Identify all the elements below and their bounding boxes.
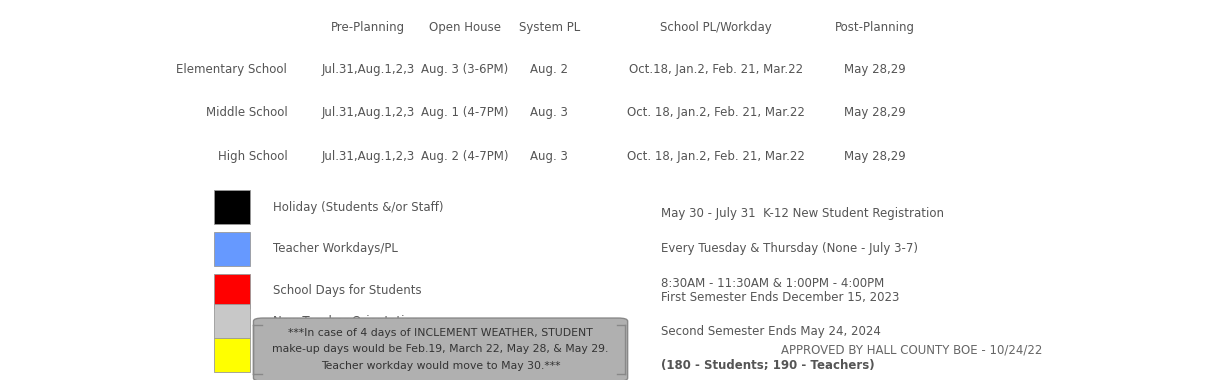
Text: May 28,29: May 28,29 [844, 63, 906, 76]
Text: May 28,29: May 28,29 [844, 106, 906, 119]
Text: Holiday (Students &/or Staff): Holiday (Students &/or Staff) [273, 201, 443, 214]
Text: School PL/Workday: School PL/Workday [660, 21, 771, 34]
Text: Oct. 18, Jan.2, Feb. 21, Mar.22: Oct. 18, Jan.2, Feb. 21, Mar.22 [626, 106, 805, 119]
Text: Aug. 3 (3-6PM): Aug. 3 (3-6PM) [421, 63, 508, 76]
Bar [214, 190, 250, 224]
Text: New Teacher Orientation: New Teacher Orientation [273, 315, 419, 328]
Text: Aug. 2 (4-7PM): Aug. 2 (4-7PM) [421, 150, 508, 163]
Text: make-up days would be Feb.19, March 22, May 28, & May 29.: make-up days would be Feb.19, March 22, … [273, 344, 608, 354]
Text: High School: High School [217, 150, 287, 163]
Text: ***In case of 4 days of INCLEMENT WEATHER, STUDENT: ***In case of 4 days of INCLEMENT WEATHE… [288, 328, 593, 338]
Text: Teacher Make-Up Snow Day: Teacher Make-Up Snow Day [273, 349, 437, 362]
Text: Post-Planning: Post-Planning [835, 21, 915, 34]
Text: Second Semester Ends May 24, 2024: Second Semester Ends May 24, 2024 [661, 325, 881, 338]
Text: APPROVED BY HALL COUNTY BOE - 10/24/22: APPROVED BY HALL COUNTY BOE - 10/24/22 [781, 343, 1042, 356]
Text: Oct. 18, Jan.2, Feb. 21, Mar.22: Oct. 18, Jan.2, Feb. 21, Mar.22 [626, 150, 805, 163]
Text: Elementary School: Elementary School [176, 63, 287, 76]
Text: Every Tuesday & Thursday (None - July 3-7): Every Tuesday & Thursday (None - July 3-… [661, 242, 919, 255]
Text: Jul.31,Aug.1,2,3: Jul.31,Aug.1,2,3 [321, 106, 415, 119]
Text: 8:30AM - 11:30AM & 1:00PM - 4:00PM: 8:30AM - 11:30AM & 1:00PM - 4:00PM [661, 277, 885, 290]
Text: Teacher Workdays/PL: Teacher Workdays/PL [273, 242, 397, 255]
Text: First Semester Ends December 15, 2023: First Semester Ends December 15, 2023 [661, 291, 899, 304]
Text: Open House: Open House [428, 21, 501, 34]
Text: Teacher workday would move to May 30.***: Teacher workday would move to May 30.*** [321, 361, 560, 370]
Bar [214, 232, 250, 266]
Text: Jul.31,Aug.1,2,3: Jul.31,Aug.1,2,3 [321, 63, 415, 76]
Text: Jul.31,Aug.1,2,3: Jul.31,Aug.1,2,3 [321, 150, 415, 163]
Text: Aug. 3: Aug. 3 [530, 150, 568, 163]
Text: System PL: System PL [519, 21, 579, 34]
Text: Pre-Planning: Pre-Planning [331, 21, 406, 34]
Text: Middle School: Middle School [205, 106, 287, 119]
Bar [214, 304, 250, 338]
FancyBboxPatch shape [253, 318, 628, 380]
Text: School Days for Students: School Days for Students [273, 284, 421, 297]
Text: Aug. 3: Aug. 3 [530, 106, 568, 119]
Text: Aug. 2: Aug. 2 [530, 63, 568, 76]
Text: Oct.18, Jan.2, Feb. 21, Mar.22: Oct.18, Jan.2, Feb. 21, Mar.22 [629, 63, 803, 76]
Text: Aug. 1 (4-7PM): Aug. 1 (4-7PM) [421, 106, 508, 119]
Text: May 28,29: May 28,29 [844, 150, 906, 163]
Text: May 30 - July 31  K-12 New Student Registration: May 30 - July 31 K-12 New Student Regist… [661, 207, 944, 220]
Text: (180 - Students; 190 - Teachers): (180 - Students; 190 - Teachers) [661, 359, 875, 372]
Bar [214, 274, 250, 308]
Bar [214, 338, 250, 372]
